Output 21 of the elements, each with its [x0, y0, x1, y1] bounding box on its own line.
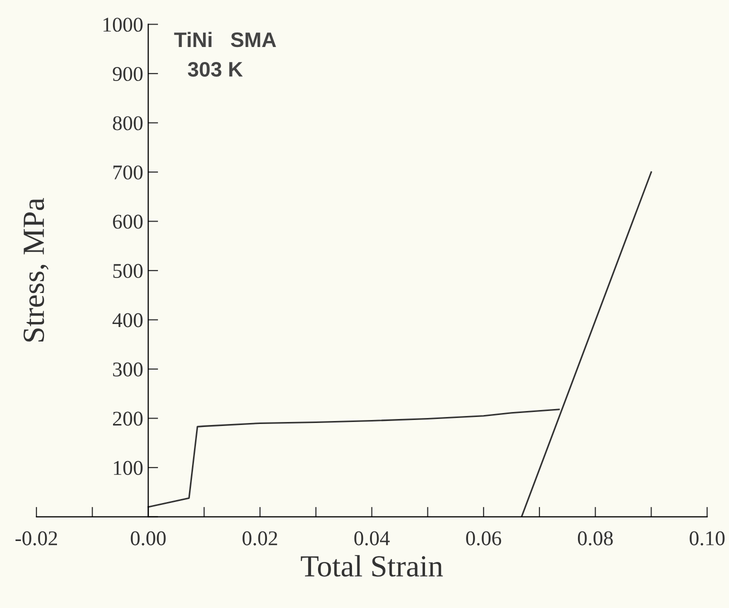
annotation: 303 K — [188, 62, 243, 77]
y-axis-title: Stress, MPa — [24, 198, 48, 342]
y-tick-label: 700 — [113, 165, 143, 180]
x-tick-label: 0.00 — [130, 531, 166, 546]
x-axis-title: Total Strain — [300, 555, 443, 577]
y-tick-label: 800 — [112, 116, 143, 130]
annotation: TiNi SMA — [174, 32, 276, 48]
y-tick-label: 500 — [113, 264, 143, 278]
y-tick-label: 1000 — [104, 18, 143, 32]
x-tick-label: 0.08 — [578, 531, 613, 546]
y-tick-label: 400 — [112, 313, 143, 328]
x-tick-label: 0.04 — [354, 531, 390, 546]
y-tick-label: 100 — [114, 460, 143, 475]
y-tick-label: 300 — [113, 362, 143, 376]
x-tick-label: 0.02 — [242, 531, 278, 546]
x-tick-label: 0.10 — [690, 531, 725, 546]
y-tick-label: 200 — [113, 412, 143, 426]
x-tick-label: 0.06 — [466, 531, 502, 546]
x-tick-label: -0.02 — [16, 531, 57, 546]
y-tick-label: 900 — [112, 66, 143, 81]
y-tick-label: 600 — [113, 214, 143, 229]
